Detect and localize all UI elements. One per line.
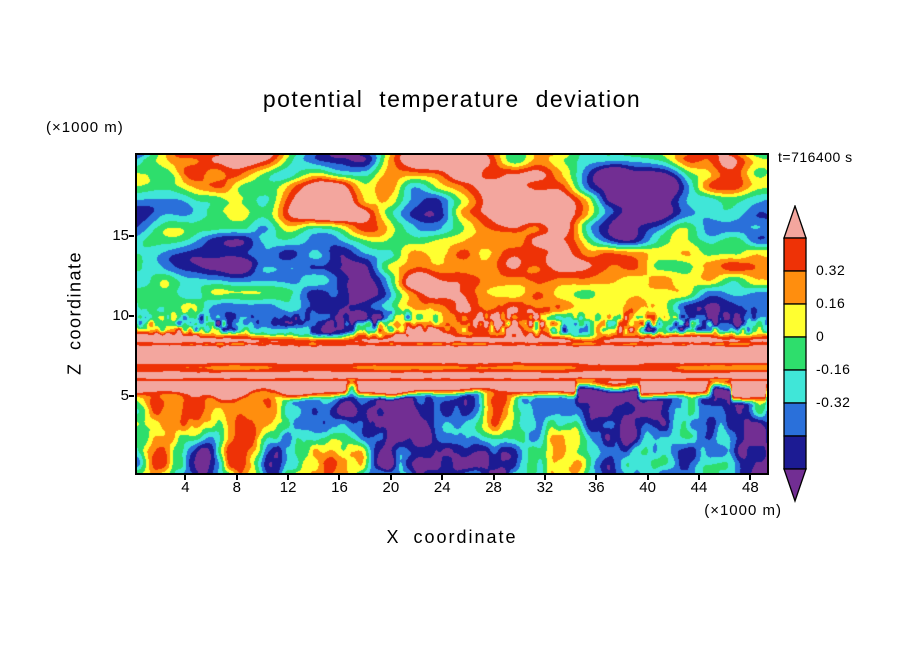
colorbar-arrow-top bbox=[783, 205, 807, 239]
x-tick-mark bbox=[492, 475, 495, 480]
x-tick-mark bbox=[389, 475, 392, 480]
colorbar-tick-label: 0.16 bbox=[816, 295, 846, 311]
x-tick-mark bbox=[287, 475, 290, 480]
x-tick-label: 8 bbox=[232, 479, 241, 496]
colorbar-band bbox=[783, 336, 807, 371]
x-tick-label: 4 bbox=[181, 479, 190, 496]
z-axis-title: Z coordinate bbox=[64, 250, 85, 376]
colorbar-band bbox=[783, 402, 807, 437]
x-tick-mark bbox=[184, 475, 187, 480]
x-tick-mark bbox=[441, 475, 444, 480]
y-tick-mark bbox=[129, 314, 134, 317]
y-axis-units-label: (×1000 m) bbox=[46, 119, 124, 136]
colorbar-tick-label: 0 bbox=[816, 328, 825, 344]
colorbar-band bbox=[783, 303, 807, 338]
x-tick-mark bbox=[543, 475, 546, 480]
x-tick-label: 28 bbox=[485, 479, 502, 496]
x-tick-mark bbox=[749, 475, 752, 480]
x-tick-label: 12 bbox=[279, 479, 297, 496]
time-stamp-label: t=716400 s bbox=[778, 149, 853, 165]
y-tick-label: 5 bbox=[120, 386, 129, 404]
contour-field-canvas bbox=[137, 155, 767, 473]
x-tick-label: 36 bbox=[587, 479, 605, 496]
x-tick-mark bbox=[698, 475, 700, 480]
x-tick-mark bbox=[338, 475, 341, 480]
x-axis-units-label: (×1000 m) bbox=[704, 502, 782, 519]
x-tick-label: 24 bbox=[433, 479, 451, 496]
y-tick-mark bbox=[129, 394, 134, 397]
x-tick-mark bbox=[235, 475, 238, 480]
x-tick-label: 32 bbox=[536, 479, 554, 496]
y-tick-label: 10 bbox=[112, 306, 129, 324]
y-tick-mark bbox=[129, 234, 134, 237]
colorbar bbox=[783, 205, 807, 503]
chart-title: potential temperature deviation bbox=[262, 86, 642, 112]
colorbar-tick-label: -0.16 bbox=[816, 361, 851, 377]
x-tick-label: 16 bbox=[331, 479, 348, 496]
plot-frame bbox=[135, 153, 769, 475]
colorbar-band bbox=[783, 270, 807, 305]
x-tick-label: 40 bbox=[639, 479, 656, 496]
colorbar-tick-label: -0.32 bbox=[816, 394, 851, 410]
colorbar-band bbox=[783, 369, 807, 404]
x-tick-mark bbox=[646, 475, 649, 480]
colorbar-band bbox=[783, 237, 807, 272]
y-tick-label: 15 bbox=[112, 226, 129, 244]
x-axis-title: X coordinate bbox=[386, 527, 518, 547]
x-tick-mark bbox=[595, 475, 598, 480]
colorbar-band bbox=[783, 435, 807, 470]
x-tick-label: 44 bbox=[690, 479, 708, 496]
x-tick-label: 20 bbox=[382, 479, 400, 496]
x-tick-label: 48 bbox=[742, 479, 759, 496]
colorbar-tick-label: 0.32 bbox=[816, 262, 846, 278]
colorbar-arrow-bottom bbox=[783, 468, 807, 503]
